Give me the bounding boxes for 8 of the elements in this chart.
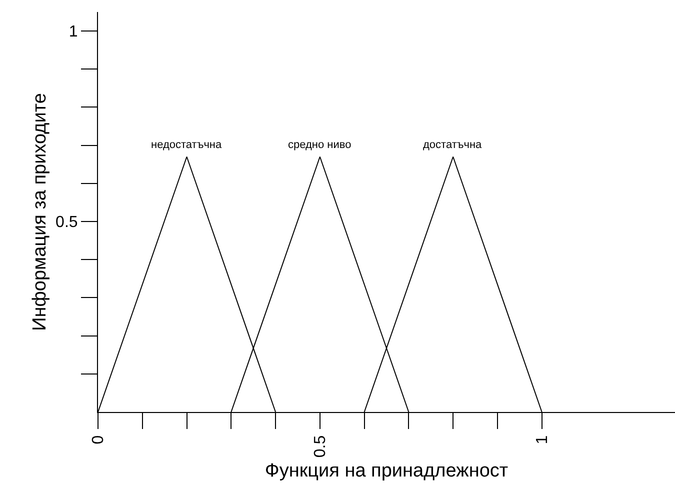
x-axis-title: Функция на принадлежност (264, 460, 508, 482)
x-tick-label: 1 (534, 435, 552, 444)
x-tick-label: 0.5 (312, 435, 330, 458)
x-tick-label: 0 (90, 435, 108, 444)
series-label: недостатъчна (151, 139, 222, 151)
series-label: средно ниво (288, 139, 352, 151)
series-label: достатъчна (423, 139, 483, 151)
y-axis-title: Информация за приходите (29, 93, 50, 331)
